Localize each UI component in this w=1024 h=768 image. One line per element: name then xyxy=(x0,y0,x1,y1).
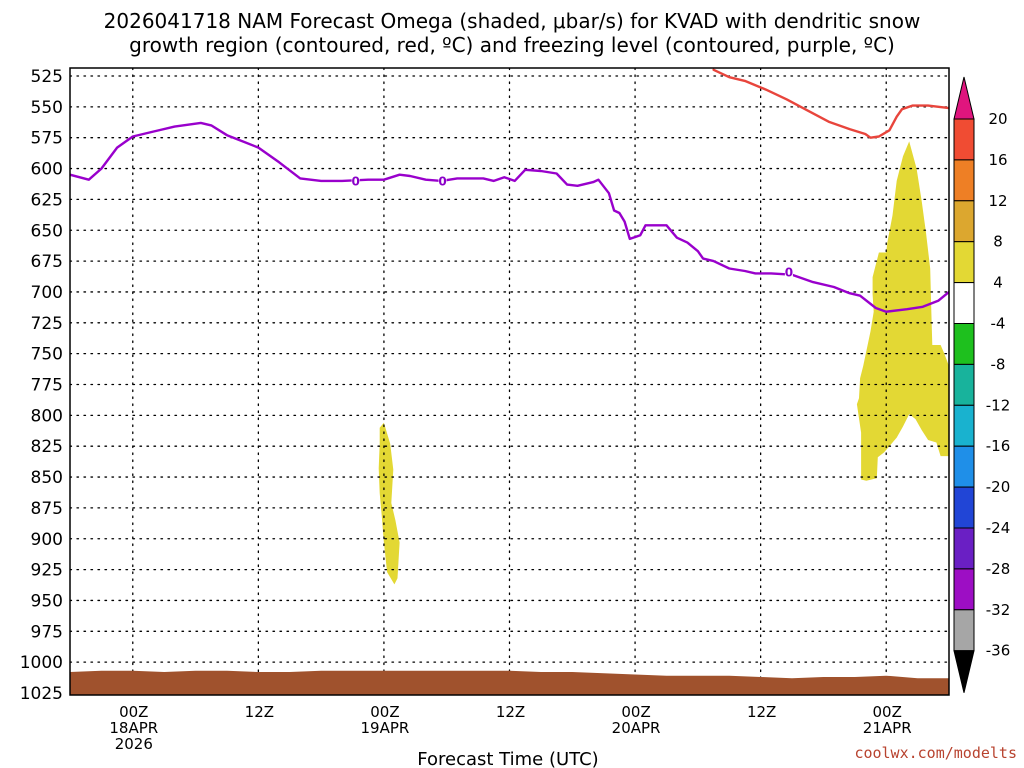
x-tick-label: 12Z xyxy=(747,703,776,721)
colorbar-swatch xyxy=(953,404,975,447)
colorbar-swatch xyxy=(953,118,975,161)
y-tick-label: 600 xyxy=(31,160,63,180)
y-tick-label: 575 xyxy=(31,129,63,149)
colorbar-label: -12 xyxy=(986,396,1011,414)
x-tick-label: 12Z xyxy=(245,703,274,721)
contour-label-bg xyxy=(784,265,793,279)
y-tick-label: 675 xyxy=(31,252,63,272)
colorbar-swatch xyxy=(953,241,975,284)
colorbar-label: 20 xyxy=(988,110,1007,128)
colorbar-bottom-arrow xyxy=(953,650,975,693)
colorbar-top-arrow xyxy=(953,76,975,120)
x-tick-label: 00Z xyxy=(119,703,148,721)
colorbar-label: -28 xyxy=(986,560,1011,578)
x-tick-label: 2026 xyxy=(115,735,153,753)
x-tick-label: 18APR xyxy=(109,719,158,737)
freezing-level-contour-label: 0 xyxy=(351,174,359,188)
plot-frame xyxy=(69,67,950,696)
dendritic-growth-contour xyxy=(712,68,949,139)
colorbar-label: -24 xyxy=(986,519,1011,537)
x-tick-label: 00Z xyxy=(873,703,902,721)
plot-area: 0 0 0 525 550 575 600 625 650 675 700 725 750 775 800 8… xyxy=(20,67,950,753)
plot-inner: 0 0 0 xyxy=(70,68,949,695)
credit-text[interactable]: coolwx.com/modelts xyxy=(854,744,1017,762)
x-tick-label: 00Z xyxy=(621,703,650,721)
freezing-level-contour-label: 0 xyxy=(785,266,793,280)
y-tick-label: 825 xyxy=(31,437,63,457)
colorbar-label: 4 xyxy=(993,274,1003,292)
colorbar-label: 12 xyxy=(988,192,1007,210)
y-tick-label: 775 xyxy=(31,376,63,396)
colorbar: 20 16 12 8 4 -4 -8 -12 -16 -20 -24 -28 -32 -36 xyxy=(953,76,1011,693)
y-tick-label: 700 xyxy=(31,283,63,303)
colorbar-label: -36 xyxy=(986,642,1011,660)
y-tick-label: 850 xyxy=(31,468,63,488)
y-tick-label: 1000 xyxy=(20,653,63,673)
colorbar-swatch xyxy=(953,527,975,570)
colorbar-label: -8 xyxy=(991,355,1006,373)
colorbar-label: -32 xyxy=(986,601,1011,619)
freezing-level-contour xyxy=(70,121,949,313)
y-tick-label: 725 xyxy=(31,314,63,334)
colorbar-swatch xyxy=(953,568,975,611)
ground-terrain xyxy=(70,670,949,695)
omega-shaded-region-2 xyxy=(856,141,949,481)
freezing-level-contour-label: 0 xyxy=(438,174,446,188)
colorbar-label: -20 xyxy=(986,478,1011,496)
colorbar-label: 8 xyxy=(993,233,1003,251)
y-tick-label: 925 xyxy=(31,561,63,581)
contour-label-bg xyxy=(351,173,360,187)
colorbar-label: 16 xyxy=(988,151,1007,169)
y-tick-label: 800 xyxy=(31,406,63,426)
y-tick-label: 550 xyxy=(31,98,63,118)
colorbar-swatch xyxy=(953,445,975,488)
y-tick-label: 525 xyxy=(31,67,63,87)
y-tick-label: 900 xyxy=(31,530,63,550)
chart-title-line-2: growth region (contoured, red, ºC) and f… xyxy=(129,33,895,57)
omega-shaded-region-1 xyxy=(378,422,400,585)
x-tick-label: 12Z xyxy=(496,703,525,721)
colorbar-swatch xyxy=(953,609,975,652)
y-tick-label: 950 xyxy=(31,591,63,611)
x-axis-title: Forecast Time (UTC) xyxy=(417,749,598,768)
x-tick-label: 19APR xyxy=(361,719,410,737)
y-tick-label: 750 xyxy=(31,345,63,365)
y-tick-label: 650 xyxy=(31,221,63,241)
colorbar-swatch xyxy=(953,323,975,365)
contour-label-bg xyxy=(438,173,447,187)
colorbar-swatch xyxy=(953,363,975,406)
colorbar-swatch xyxy=(953,282,975,325)
colorbar-label: -4 xyxy=(991,315,1006,333)
y-tick-label: 875 xyxy=(31,499,63,519)
colorbar-swatch xyxy=(953,486,975,529)
chart-title-line-1: 2026041718 NAM Forecast Omega (shaded, μ… xyxy=(104,9,921,33)
colorbar-swatch xyxy=(953,159,975,202)
x-tick-label: 00Z xyxy=(370,703,399,721)
x-tick-label: 21APR xyxy=(863,719,912,737)
x-tick-label: 20APR xyxy=(612,719,661,737)
colorbar-label: -16 xyxy=(986,437,1011,455)
y-tick-label: 975 xyxy=(31,622,63,642)
colorbar-swatch xyxy=(953,200,975,243)
y-tick-label: 1025 xyxy=(20,684,63,704)
y-tick-label: 625 xyxy=(31,190,63,210)
